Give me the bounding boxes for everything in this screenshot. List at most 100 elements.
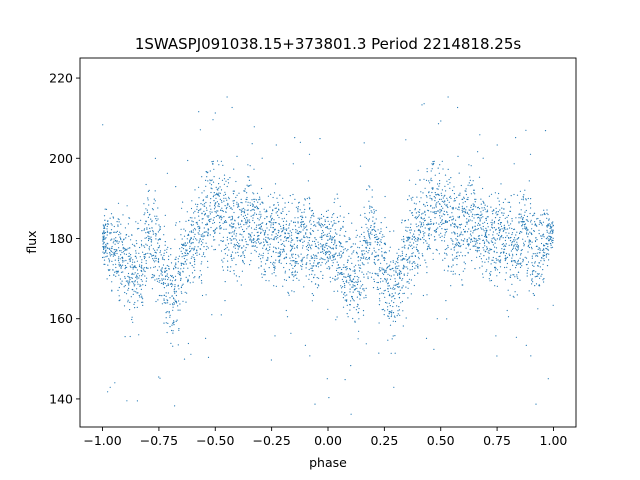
data-point bbox=[432, 187, 434, 189]
data-point bbox=[200, 244, 203, 246]
data-point bbox=[181, 256, 183, 258]
data-point bbox=[259, 203, 261, 205]
data-point bbox=[452, 222, 454, 224]
data-point bbox=[116, 252, 118, 255]
data-point bbox=[454, 226, 456, 228]
data-point bbox=[430, 177, 432, 179]
data-point bbox=[308, 196, 310, 198]
data-point bbox=[351, 297, 354, 299]
data-point bbox=[431, 180, 433, 182]
data-point bbox=[129, 309, 131, 311]
data-point bbox=[163, 287, 165, 289]
data-point bbox=[214, 232, 216, 234]
data-point bbox=[437, 193, 439, 195]
data-point bbox=[174, 288, 176, 290]
data-point bbox=[398, 309, 400, 311]
data-point bbox=[245, 201, 247, 203]
data-point bbox=[494, 192, 496, 194]
data-point bbox=[160, 273, 162, 275]
data-point bbox=[277, 241, 279, 243]
data-point bbox=[197, 232, 199, 234]
data-point bbox=[318, 219, 321, 221]
data-point bbox=[125, 280, 127, 282]
data-point bbox=[314, 403, 316, 405]
data-point bbox=[338, 252, 340, 254]
data-point bbox=[172, 322, 174, 324]
data-point bbox=[218, 217, 220, 219]
data-point bbox=[191, 220, 193, 222]
data-point bbox=[118, 234, 120, 236]
data-point bbox=[344, 285, 346, 287]
data-point bbox=[262, 222, 264, 224]
data-point bbox=[265, 240, 267, 242]
data-point bbox=[452, 217, 455, 219]
data-point bbox=[510, 274, 512, 276]
data-point bbox=[511, 232, 514, 234]
data-point bbox=[346, 261, 349, 263]
data-point bbox=[182, 262, 184, 265]
data-point bbox=[105, 237, 107, 239]
data-point bbox=[357, 312, 359, 314]
data-point bbox=[324, 234, 326, 236]
data-point bbox=[284, 236, 286, 239]
data-point bbox=[471, 240, 474, 242]
data-point bbox=[483, 207, 485, 209]
data-point bbox=[262, 257, 264, 259]
data-point bbox=[500, 236, 502, 238]
data-point bbox=[252, 205, 254, 207]
data-point bbox=[241, 239, 243, 241]
data-point bbox=[114, 250, 116, 253]
data-point bbox=[401, 252, 404, 254]
data-point bbox=[103, 227, 105, 229]
data-point bbox=[252, 208, 254, 210]
data-point bbox=[138, 277, 140, 279]
data-point bbox=[535, 403, 537, 405]
data-point bbox=[527, 245, 529, 247]
data-point bbox=[320, 213, 323, 216]
data-point bbox=[304, 236, 306, 239]
data-point bbox=[440, 198, 442, 200]
data-point bbox=[357, 304, 359, 306]
data-point bbox=[202, 242, 204, 244]
data-point bbox=[341, 245, 343, 248]
data-point bbox=[119, 258, 121, 260]
data-point bbox=[423, 242, 425, 244]
data-point bbox=[356, 296, 358, 298]
data-point bbox=[153, 254, 155, 256]
data-point bbox=[422, 212, 424, 214]
data-point bbox=[144, 237, 146, 239]
data-point bbox=[345, 276, 347, 278]
data-point bbox=[548, 240, 550, 242]
data-point bbox=[509, 276, 511, 278]
data-point bbox=[512, 295, 514, 297]
data-point bbox=[361, 244, 363, 246]
data-point bbox=[282, 197, 284, 199]
data-point bbox=[413, 246, 415, 248]
data-point bbox=[551, 222, 553, 224]
data-point bbox=[500, 251, 502, 254]
data-point bbox=[305, 267, 307, 269]
data-point bbox=[317, 252, 319, 254]
data-point bbox=[317, 263, 319, 265]
data-point bbox=[415, 265, 417, 267]
data-point bbox=[147, 197, 149, 199]
data-point bbox=[164, 278, 166, 280]
data-point bbox=[302, 216, 304, 218]
data-point bbox=[374, 241, 376, 243]
data-point bbox=[334, 239, 336, 241]
data-point bbox=[273, 219, 275, 221]
data-point bbox=[223, 200, 225, 202]
data-point bbox=[407, 259, 409, 261]
data-point bbox=[435, 222, 437, 224]
data-point bbox=[514, 261, 516, 263]
data-point bbox=[109, 233, 111, 235]
data-point bbox=[446, 205, 448, 207]
data-point bbox=[373, 212, 375, 214]
data-point bbox=[506, 262, 508, 265]
data-point bbox=[394, 316, 396, 318]
data-point bbox=[542, 248, 545, 250]
data-point bbox=[121, 259, 124, 261]
data-point bbox=[458, 203, 460, 205]
data-point bbox=[484, 245, 486, 247]
data-point bbox=[243, 207, 245, 209]
